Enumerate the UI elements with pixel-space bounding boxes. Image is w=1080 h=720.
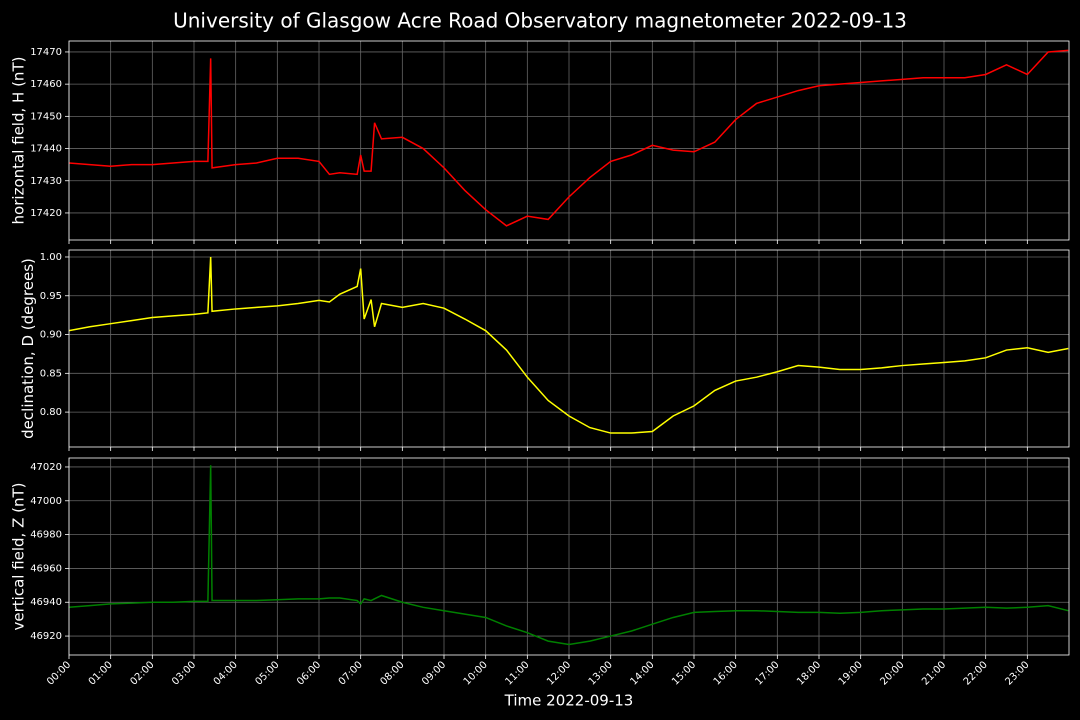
y-tick-label: 46940: [30, 597, 62, 608]
y-tick-label: 47000: [30, 496, 62, 507]
y-tick-label: 46980: [30, 530, 62, 541]
panel-frame: [68, 249, 1070, 448]
y-tick-label: 1.00: [40, 252, 62, 263]
y-tick-label: 17450: [30, 111, 62, 122]
y-tick-label: 17420: [30, 208, 62, 219]
y-tick-label: 0.80: [40, 407, 62, 418]
y-tick-label: 0.95: [40, 291, 62, 302]
y-tick-label: 46960: [30, 563, 62, 574]
y-tick-label: 17440: [30, 144, 62, 155]
x-axis-label: Time 2022-09-13: [504, 692, 634, 710]
panel: 17420 17430 17440 17450 17460 17470horizontal…: [10, 40, 1070, 244]
panel-frame: [68, 457, 1070, 656]
y-axis-label: horizontal field, H (nT): [10, 57, 28, 225]
y-tick-label: 46920: [30, 631, 62, 642]
y-axis-label: declination, D (degrees): [19, 258, 37, 439]
y-tick-label: 47020: [30, 462, 62, 473]
data-line: [69, 465, 1069, 646]
chart-title: University of Glasgow Acre Road Observat…: [173, 9, 907, 33]
data-line: [69, 49, 1069, 227]
y-tick-label: 17430: [30, 176, 62, 187]
y-tick-label: 0.90: [40, 330, 62, 341]
y-tick-label: 17470: [30, 47, 62, 58]
data-line: [69, 256, 1069, 434]
y-axis-label: vertical field, Z (nT): [10, 482, 28, 630]
panel-frame: [68, 40, 1070, 241]
y-tick-label: 17460: [30, 79, 62, 90]
y-tick-label: 0.85: [40, 368, 62, 379]
